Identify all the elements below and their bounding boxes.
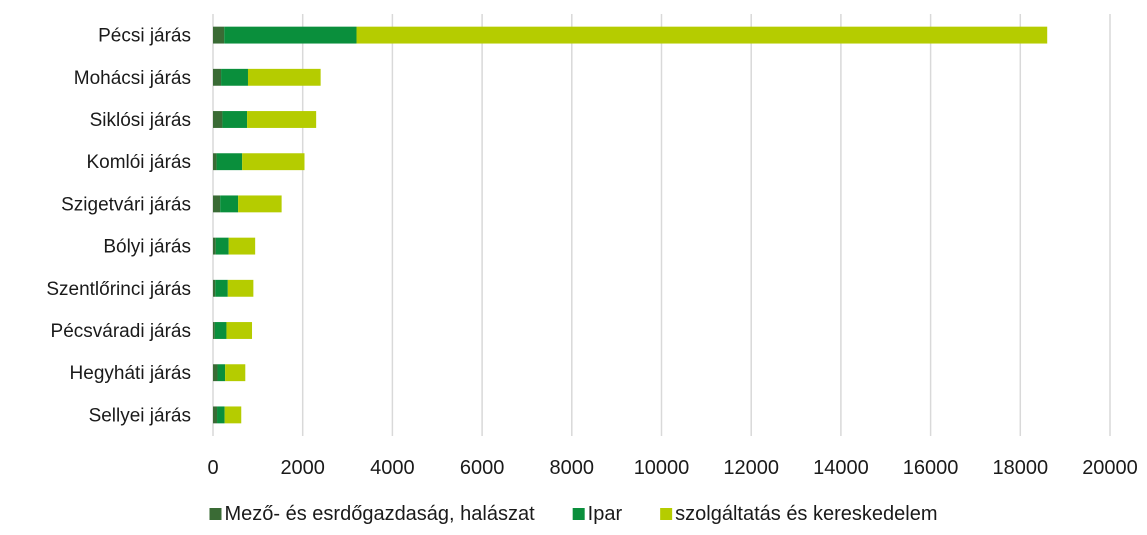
x-tick-label: 2000 (280, 457, 325, 479)
x-tick-label: 4000 (370, 457, 415, 479)
bar-segment-series-2 (216, 153, 243, 171)
bar-segment-series-3 (247, 68, 321, 86)
category-labels: Pécsi járás Mohácsi járás Siklósi járás Kom… (46, 26, 191, 427)
bar-segment-series-3 (227, 279, 254, 297)
category-label: Komlói járás (86, 152, 191, 173)
category-label: Mohácsi járás (74, 68, 191, 89)
category-label: Szentlőrinci járás (46, 279, 191, 300)
bar-segment-series-1 (213, 279, 216, 297)
x-tick-labels: 0 2000 4000 6000 8000 10000 12000 14000 16000 180… (207, 457, 1137, 479)
x-tick-label: 14000 (813, 457, 869, 479)
x-tick-label: 6000 (460, 457, 505, 479)
bar-segment-series-2 (221, 68, 248, 86)
grid-layer (212, 14, 1111, 436)
bar-segment-series-3 (226, 322, 253, 339)
bar-segment-series-3 (247, 111, 317, 128)
x-tick-label: 18000 (992, 457, 1048, 479)
bar-segment-series-1 (213, 322, 215, 339)
legend: Mező- és esrdőgazdaság, halászat Ipar szol… (209, 503, 938, 525)
bar-segment-series-2 (220, 195, 239, 213)
x-tick-label: 0 (207, 457, 218, 479)
bar-segment-series-1 (213, 237, 216, 255)
legend-swatch (572, 508, 585, 520)
bar-segment-series-3 (228, 237, 256, 255)
bar-segment-series-3 (225, 364, 246, 382)
bar-segment-series-2 (222, 111, 248, 128)
category-label: Bólyi járás (103, 237, 191, 258)
bar-segment-series-2 (224, 26, 357, 44)
x-tick-label: 16000 (903, 457, 959, 479)
bar-segment-series-1 (213, 364, 218, 382)
bar-segment-series-3 (224, 406, 242, 424)
bars-layer (213, 26, 1048, 424)
legend-swatch (660, 508, 673, 520)
legend-swatch (209, 508, 222, 520)
bar-segment-series-2 (214, 322, 227, 339)
category-label: Hegyháti járás (70, 363, 191, 384)
bar-segment-series-1 (213, 195, 221, 213)
category-label: Sellyei járás (89, 405, 191, 426)
bar-segment-series-3 (242, 153, 305, 171)
category-label: Szigetvári járás (61, 194, 191, 215)
bar-segment-series-3 (238, 195, 282, 213)
x-tick-label: 10000 (634, 457, 690, 479)
bar-segment-series-1 (213, 153, 217, 171)
bar-segment-series-2 (215, 279, 228, 297)
legend-label: szolgáltatás és kereskedelem (675, 503, 937, 525)
x-tick-label: 20000 (1082, 457, 1138, 479)
x-tick-label: 8000 (550, 457, 595, 479)
category-label: Pécsi járás (98, 26, 191, 47)
legend-label: Ipar (588, 503, 623, 525)
bar-segment-series-1 (213, 26, 225, 44)
x-tick-label: 12000 (723, 457, 779, 479)
bar-segment-series-1 (213, 111, 223, 128)
bar-segment-series-1 (213, 68, 222, 86)
bar-segment-series-1 (213, 406, 218, 424)
legend-label: Mező- és esrdőgazdaság, halászat (224, 503, 535, 525)
category-label: Siklósi járás (90, 110, 191, 131)
bar-segment-series-2 (215, 237, 229, 255)
bar-segment-series-2 (217, 364, 226, 382)
bar-segment-series-2 (217, 406, 225, 424)
category-label: Pécsváradi járás (51, 321, 191, 342)
bar-segment-series-3 (356, 26, 1048, 44)
